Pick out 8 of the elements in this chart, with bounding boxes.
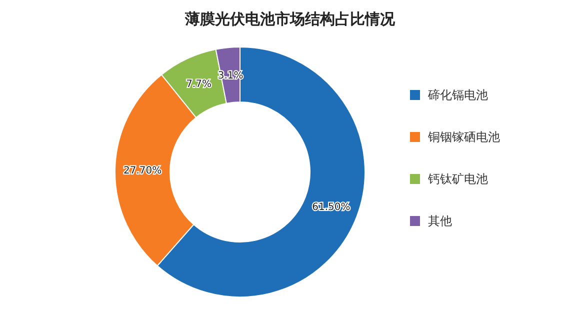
chart-title: 薄膜光伏电池市场结构占比情况	[184, 10, 396, 28]
data-label: 7.7%	[186, 79, 212, 90]
legend-label: 碲化镉电池	[427, 88, 488, 102]
data-label: 61.50%	[312, 202, 350, 213]
data-label: 27.70%	[123, 165, 162, 176]
legend-label: 铜铟镓硒电池	[427, 130, 500, 144]
legend-label: 钙钛矿电池	[427, 172, 488, 186]
legend-label: 其他	[428, 214, 452, 228]
